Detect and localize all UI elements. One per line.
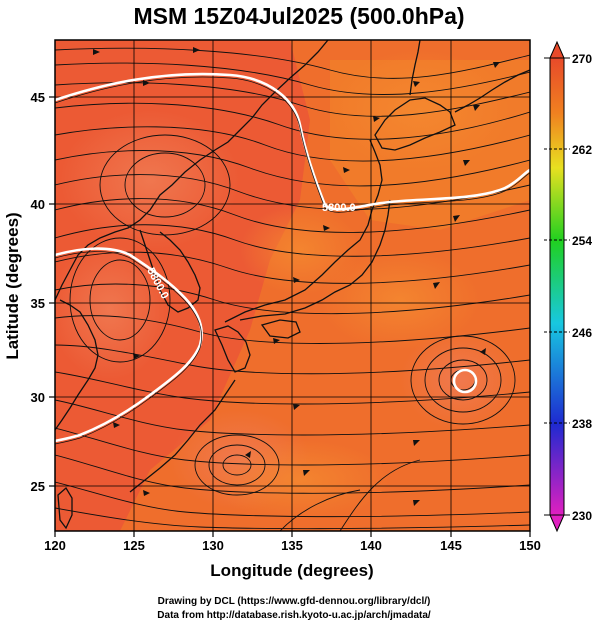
- credit-line-data: Data from http://database.rish.kyoto-u.a…: [157, 610, 431, 621]
- y-tick-label: 40: [31, 197, 45, 212]
- grid-lines: [55, 40, 530, 531]
- colorbar-label: 230: [572, 509, 592, 523]
- colorbar-label: 254: [572, 234, 592, 248]
- axis-ticks: [49, 96, 531, 537]
- colorbar-ticks: [544, 57, 570, 516]
- y-tick-label: 30: [31, 390, 45, 405]
- y-tick-label: 25: [31, 479, 45, 494]
- x-tick-label: 125: [123, 538, 145, 553]
- contour-5800-lines: [55, 72, 530, 443]
- x-tick-label: 140: [360, 538, 382, 553]
- map-title: MSM 15Z04Jul2025 (500.0hPa): [133, 3, 464, 29]
- x-axis-title: Longitude (degrees): [210, 561, 373, 580]
- colorbar-label: 246: [572, 326, 592, 340]
- credit-line-dcl: Drawing by DCL (https://www.gfd-dennou.o…: [158, 596, 431, 607]
- colorbar-bottom-triangle: [549, 514, 565, 533]
- x-tick-label: 150: [519, 538, 541, 553]
- x-tick-label: 135: [281, 538, 303, 553]
- y-tick-labels: 25 30 35 40 45: [31, 90, 45, 494]
- coastlines: [55, 40, 530, 530]
- x-tick-label: 130: [202, 538, 224, 553]
- contour-label-north: 5800.0: [322, 202, 356, 214]
- colorbar-label: 262: [572, 143, 592, 157]
- colorbar: 270 262 254 246 238 230: [544, 40, 592, 533]
- colorbar-top-triangle: [549, 40, 565, 59]
- y-axis-title: Latitude (degrees): [3, 212, 22, 359]
- y-tick-label: 35: [31, 296, 45, 311]
- x-tick-label: 145: [440, 538, 462, 553]
- colorbar-label: 270: [572, 52, 592, 66]
- plot-area: 5800.0 5800.0: [55, 40, 530, 531]
- x-tick-labels: 120 125 130 135 140 145 150: [44, 538, 541, 553]
- x-tick-label: 120: [44, 538, 66, 553]
- colorbar-label: 238: [572, 417, 592, 431]
- contour-5800-shadow: [55, 76, 530, 445]
- y-tick-label: 45: [31, 90, 45, 105]
- colorbar-gradient: [549, 57, 565, 516]
